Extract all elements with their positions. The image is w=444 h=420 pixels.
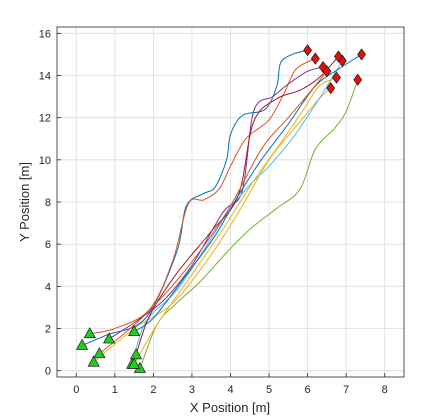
start-marker-3: [87, 355, 100, 367]
goal-marker-7: [334, 50, 343, 63]
y-tick-label: 6: [45, 239, 51, 251]
goal-marker-3: [326, 82, 336, 95]
y-tick-label: 2: [45, 324, 51, 336]
x-axis-label: X Position [m]: [190, 400, 270, 415]
y-tick-label: 16: [39, 28, 51, 40]
start-marker-9: [93, 347, 106, 359]
y-tick-label: 8: [45, 197, 51, 209]
grid: [57, 27, 404, 377]
start-marker-8: [128, 324, 141, 337]
trajectory-line-7: [135, 56, 339, 356]
trajectory-line-1: [81, 49, 309, 346]
trajectory-line-5: [139, 79, 359, 370]
y-tick-label: 4: [45, 281, 51, 293]
x-tick-label: 3: [189, 384, 195, 396]
x-tick-label: 6: [305, 384, 311, 396]
trajectory-line-4: [108, 66, 324, 340]
x-tick-label: 7: [343, 384, 349, 396]
y-tick-label: 14: [39, 70, 51, 82]
series-layer: [81, 49, 363, 370]
trajectory-line-2: [89, 58, 316, 335]
x-tick-label: 0: [73, 384, 79, 396]
marker-layer: [75, 44, 367, 373]
goal-marker-8: [357, 48, 367, 61]
start-marker-2: [83, 327, 96, 339]
x-tick-label: 1: [112, 384, 118, 396]
x-tick-label: 2: [150, 384, 156, 396]
start-marker-10: [128, 357, 141, 369]
y-tick-label: 0: [45, 366, 51, 378]
x-tick-label: 5: [266, 384, 272, 396]
goal-marker-5: [353, 73, 363, 86]
y-tick-label: 12: [39, 113, 51, 125]
x-tick-label: 4: [227, 384, 233, 396]
goal-marker-10: [332, 71, 341, 84]
goal-marker-9: [322, 65, 332, 78]
y-tick-label: 10: [39, 155, 51, 167]
start-marker-1: [75, 338, 89, 350]
goal-marker-2: [310, 52, 320, 65]
trajectory-line-9: [98, 70, 328, 355]
y-axis-label: Y Position [m]: [17, 162, 32, 242]
start-marker-4: [102, 332, 116, 344]
trajectory-line-10: [133, 77, 337, 365]
trajectory-line-6: [131, 60, 343, 365]
start-marker-7: [129, 348, 143, 360]
x-tick-label: 8: [382, 384, 388, 396]
goal-marker-1: [303, 44, 313, 57]
trajectory-line-3: [93, 87, 332, 363]
